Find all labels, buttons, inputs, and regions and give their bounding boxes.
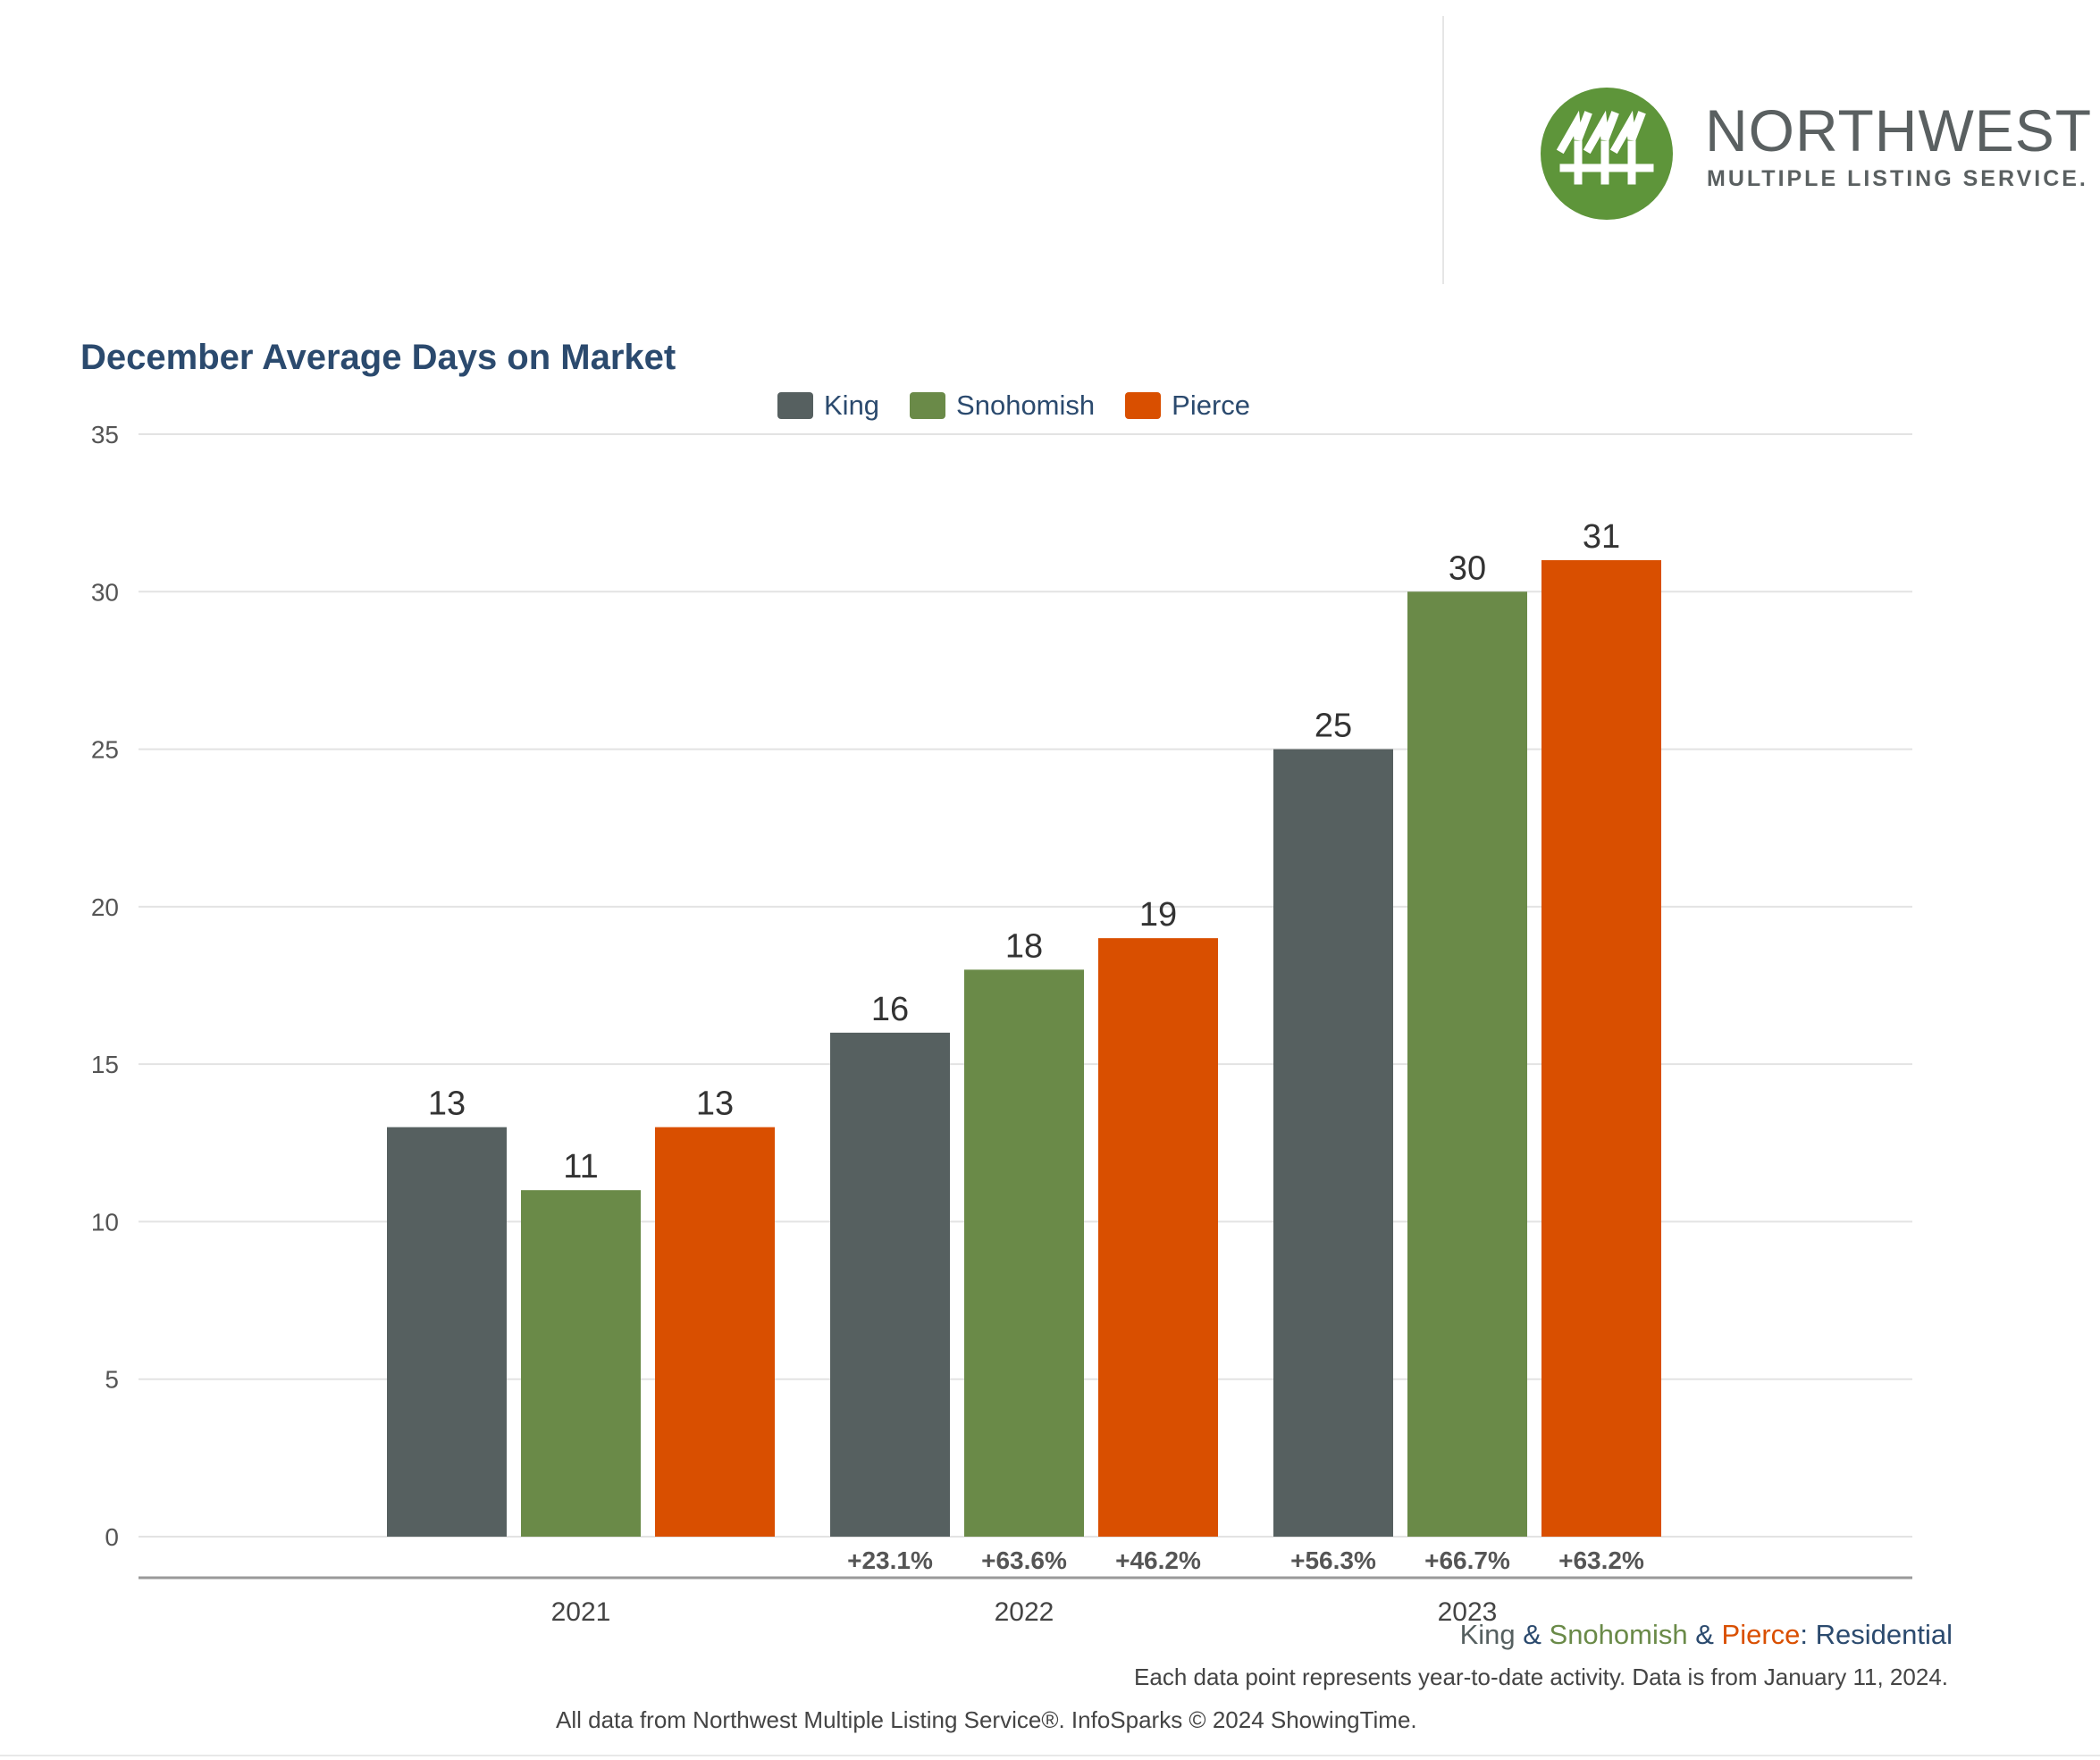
bar-value-label: 13 <box>696 1085 734 1123</box>
bar-value-label: 31 <box>1583 518 1620 556</box>
pct-change-label: +23.1% <box>847 1546 933 1574</box>
legend-item-king[interactable]: King <box>777 390 879 422</box>
tree-logo-icon <box>1541 88 1673 220</box>
data-note: Each data point represents year-to-date … <box>1134 1664 1948 1690</box>
legend-label-snohomish: Snohomish <box>956 390 1096 421</box>
bar-king-2021 <box>387 1127 507 1537</box>
bar-value-label: 19 <box>1139 896 1177 934</box>
legend-swatch-snohomish <box>910 392 946 419</box>
y-tick-label: 15 <box>91 1051 119 1078</box>
bar-snohomish-2023 <box>1407 591 1527 1538</box>
x-tick-label: 2023 <box>1438 1597 1498 1627</box>
x-tick-label: 2021 <box>551 1597 611 1627</box>
bar-value-label: 30 <box>1449 549 1486 587</box>
bar-king-2023 <box>1273 749 1393 1537</box>
legend-label-king: King <box>824 390 880 421</box>
subtitle-colon: : <box>1800 1619 1816 1650</box>
y-tick-label: 20 <box>91 893 119 921</box>
logo-name: NORTHWEST <box>1705 97 2093 163</box>
bar-snohomish-2022 <box>964 969 1084 1537</box>
subtitle-king: King <box>1459 1619 1516 1650</box>
bar-value-label: 18 <box>1005 927 1043 965</box>
subtitle-residential: Residential <box>1815 1619 1953 1650</box>
legend-item-pierce[interactable]: Pierce <box>1125 390 1250 422</box>
bar-value-label: 13 <box>428 1085 466 1123</box>
chart-title: December Average Days on Market <box>80 338 676 377</box>
legend-swatch-king <box>777 392 813 419</box>
pct-change-label: +66.7% <box>1424 1546 1510 1574</box>
y-tick-label: 30 <box>91 578 119 606</box>
subtitle-snohomish: Snohomish <box>1549 1619 1688 1650</box>
y-tick-label: 10 <box>91 1208 119 1236</box>
footer-divider <box>0 1755 2100 1756</box>
subtitle-amp-2: & <box>1687 1619 1722 1650</box>
legend-swatch-pierce <box>1125 392 1162 419</box>
bar-chart: 0 5 10 15 20 25 30 35 13 11 13 2021 16 +23.1% 18 +63.6%… <box>91 421 1912 1627</box>
logo-tagline: MULTIPLE LISTING SERVICE. <box>1707 166 2088 191</box>
y-tick-label: 35 <box>91 421 119 448</box>
bar-value-label: 25 <box>1315 708 1352 745</box>
pct-change-label: +63.6% <box>981 1546 1067 1574</box>
legend-label-pierce: Pierce <box>1172 390 1251 421</box>
bar-pierce-2021 <box>655 1127 775 1537</box>
bar-snohomish-2021 <box>521 1190 641 1537</box>
pct-change-label: +46.2% <box>1115 1546 1201 1574</box>
nwmls-logo: NORTHWEST MULTIPLE LISTING SERVICE. <box>1535 82 2093 225</box>
y-tick-label: 5 <box>105 1366 119 1394</box>
subtitle-pierce: Pierce <box>1721 1619 1801 1650</box>
source-credit: All data from Northwest Multiple Listing… <box>556 1706 1417 1733</box>
header-divider <box>1442 16 1444 284</box>
y-tick-label: 0 <box>105 1523 119 1551</box>
x-tick-label: 2022 <box>995 1597 1054 1627</box>
bar-value-label: 16 <box>871 991 909 1028</box>
bar-value-label: 11 <box>563 1148 598 1186</box>
chart-subtitle: King & Snohomish & Pierce: Residential <box>1460 1619 1953 1651</box>
chart-legend: King Snohomish Pierce <box>777 386 1250 425</box>
y-tick-label: 25 <box>91 736 119 764</box>
subtitle-amp-1: & <box>1515 1619 1550 1650</box>
pct-change-label: +56.3% <box>1290 1546 1376 1574</box>
bar-pierce-2023 <box>1541 560 1661 1537</box>
legend-item-snohomish[interactable]: Snohomish <box>910 390 1095 422</box>
bar-pierce-2022 <box>1098 938 1218 1537</box>
bar-king-2022 <box>830 1032 950 1537</box>
pct-change-label: +63.2% <box>1558 1546 1644 1574</box>
